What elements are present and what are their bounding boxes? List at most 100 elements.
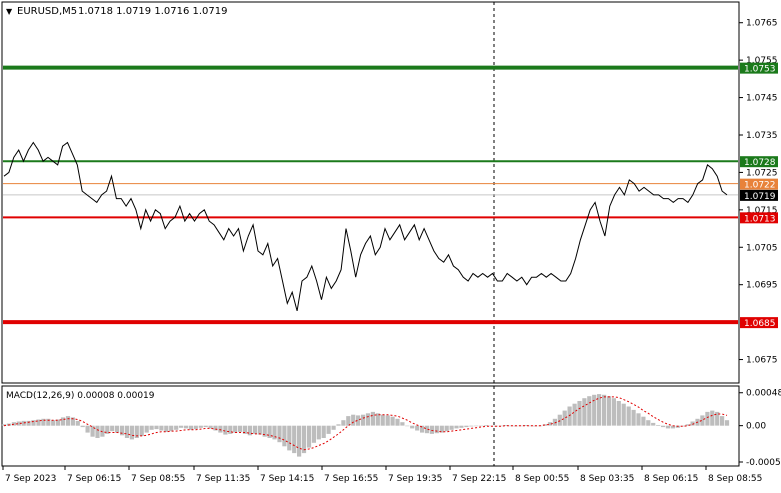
macd-bar xyxy=(724,420,730,426)
macd-bar xyxy=(700,415,705,426)
macd-bar xyxy=(523,425,528,426)
macd-bar xyxy=(233,425,238,433)
macd-bar xyxy=(326,425,331,434)
macd-bar xyxy=(587,396,592,426)
time-tick-label: 7 Sep 14:15 xyxy=(260,474,314,484)
price-tick-label: 1.0725 xyxy=(746,168,778,178)
macd-bar xyxy=(198,425,203,428)
macd-bar xyxy=(124,425,130,438)
price-axis: 1.07651.07551.07451.07351.07251.07151.07… xyxy=(739,19,778,366)
macd-bar xyxy=(459,425,464,428)
macd-bar xyxy=(528,425,533,427)
macd-bar xyxy=(36,419,41,426)
level-tag-bg xyxy=(740,62,778,74)
macd-bar xyxy=(228,425,233,434)
macd-bar xyxy=(351,414,356,426)
macd-bar xyxy=(174,425,179,430)
macd-bar xyxy=(21,420,26,426)
macd-bar xyxy=(636,413,641,426)
price-tick-label: 1.0715 xyxy=(746,206,778,216)
macd-bar xyxy=(474,425,479,427)
macd-bar xyxy=(51,420,56,426)
macd-bar xyxy=(685,424,690,426)
macd-bar xyxy=(365,413,371,426)
macd-bar xyxy=(390,416,395,426)
macd-bar xyxy=(606,396,612,426)
macd-bar xyxy=(488,425,493,427)
macd-bar xyxy=(631,409,636,426)
macd-bar xyxy=(242,425,248,434)
price-pane[interactable] xyxy=(1,1,740,384)
macd-pane[interactable] xyxy=(1,385,740,467)
symbol-menu-icon[interactable]: ▼ xyxy=(6,7,13,16)
macd-bar xyxy=(218,425,223,433)
macd-bar xyxy=(257,425,262,435)
macd-bar xyxy=(41,418,46,426)
macd-bar xyxy=(542,424,548,426)
macd-bar xyxy=(316,425,321,440)
macd-bar xyxy=(164,425,169,432)
macd-bar xyxy=(100,425,105,437)
macd-signal-path xyxy=(3,396,728,451)
macd-bar xyxy=(301,425,307,454)
macd-bar xyxy=(16,421,21,426)
macd-bar xyxy=(356,415,361,426)
macd-bar xyxy=(287,425,292,451)
macd-bar xyxy=(557,414,562,426)
time-tick-label: 7 Sep 22:15 xyxy=(452,474,506,484)
macd-bar xyxy=(56,419,61,426)
time-tick-label: 7 Sep 11:35 xyxy=(196,474,250,484)
macd-bar xyxy=(592,394,597,426)
macd-bar xyxy=(336,424,341,426)
price-tick-label: 1.0705 xyxy=(746,243,778,253)
macd-bar xyxy=(715,411,720,426)
price-series xyxy=(3,141,728,312)
macd-bar xyxy=(656,425,661,426)
macd-bar xyxy=(179,425,184,428)
macd-bar xyxy=(282,425,287,447)
macd-bar xyxy=(115,425,120,433)
macd-bar xyxy=(188,425,193,430)
macd-bar xyxy=(223,425,228,435)
macd-bar xyxy=(479,425,484,427)
macd-bar xyxy=(252,425,257,434)
macd-bar xyxy=(272,425,277,440)
macd-bar xyxy=(90,425,95,437)
macd-bar xyxy=(469,425,474,427)
macd-bar xyxy=(31,420,36,426)
time-axis: 7 Sep 2023 7 Sep 06:15 7 Sep 08:55 7 Sep 11… xyxy=(2,466,762,484)
macd-signal-line xyxy=(3,396,728,451)
macd-bar xyxy=(597,394,602,426)
macd-bar xyxy=(1,424,7,426)
macd-bar xyxy=(238,425,243,432)
macd-bar xyxy=(424,425,430,434)
macd-bar xyxy=(267,425,272,438)
macd-bar xyxy=(110,425,115,432)
price-line xyxy=(3,141,728,312)
time-tick-label: 8 Sep 03:35 xyxy=(580,474,634,484)
macd-bar xyxy=(616,401,621,426)
macd-bar xyxy=(134,425,139,438)
macd-bar xyxy=(690,421,695,426)
macd-bar xyxy=(562,410,567,426)
price-tick-label: 1.0745 xyxy=(746,94,778,104)
macd-bar xyxy=(85,425,90,433)
macd-label: MACD(12,26,9) 0.00008 0.00019 xyxy=(6,391,155,401)
macd-bar xyxy=(375,413,380,426)
macd-bar xyxy=(193,425,198,430)
macd-tick-label: -0.00053 xyxy=(746,458,781,468)
price-tick-label: 1.0675 xyxy=(746,356,778,366)
macd-bar xyxy=(395,418,400,426)
macd-bar xyxy=(720,416,725,426)
macd-axis: 0.00048 0.00 -0.00053 xyxy=(739,389,781,468)
time-tick-label: 7 Sep 19:35 xyxy=(388,474,442,484)
level-tag-bg xyxy=(740,212,778,224)
time-tick-label: 7 Sep 2023 xyxy=(5,474,56,484)
macd-bar xyxy=(80,425,85,428)
macd-bar xyxy=(105,425,110,434)
macd-bar xyxy=(410,425,415,429)
macd-bar xyxy=(75,420,80,426)
macd-bar xyxy=(454,425,459,429)
